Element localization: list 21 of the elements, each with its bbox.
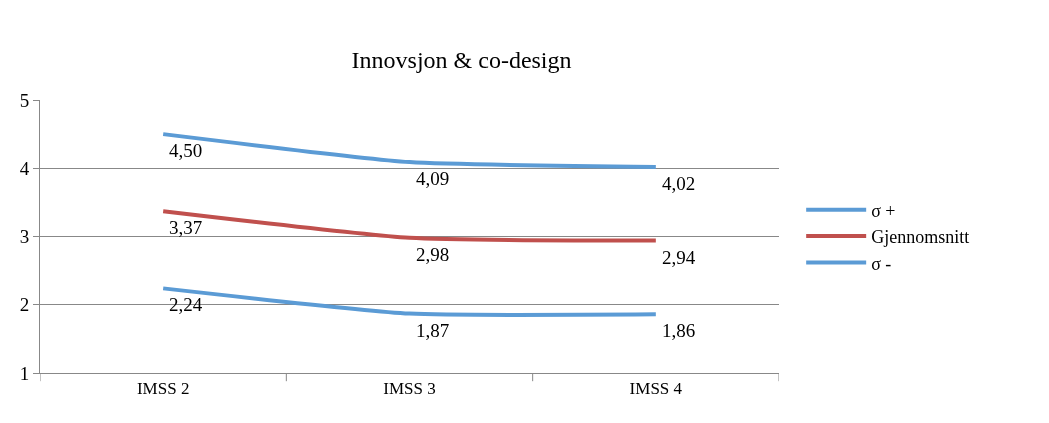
data-label: 4,09 bbox=[416, 168, 450, 189]
y-tick-label: 2 bbox=[19, 294, 30, 316]
data-label: 4,50 bbox=[169, 140, 203, 161]
legend-label: Gjennomsnitt bbox=[871, 227, 970, 248]
data-label: 1,86 bbox=[662, 320, 696, 341]
data-label: 2,98 bbox=[416, 244, 450, 265]
x-tick-label: IMSS 4 bbox=[629, 379, 683, 399]
data-label: 2,94 bbox=[662, 247, 696, 268]
y-tick-label: 4 bbox=[19, 157, 30, 179]
data-label: 1,87 bbox=[416, 320, 450, 341]
x-tick-label: IMSS 2 bbox=[136, 379, 190, 399]
y-tick-label: 3 bbox=[19, 226, 30, 248]
legend-label: σ - bbox=[871, 253, 892, 274]
y-tick-label: 5 bbox=[19, 89, 30, 111]
data-label: 2,24 bbox=[169, 294, 203, 315]
data-label: 4,02 bbox=[662, 173, 696, 194]
data-label: 3,37 bbox=[169, 217, 203, 238]
y-tick-label: 1 bbox=[19, 362, 30, 384]
legend-label: σ + bbox=[871, 200, 896, 221]
chart-title: Innovsjon & co-design bbox=[351, 46, 572, 73]
x-tick-label: IMSS 3 bbox=[383, 379, 436, 399]
